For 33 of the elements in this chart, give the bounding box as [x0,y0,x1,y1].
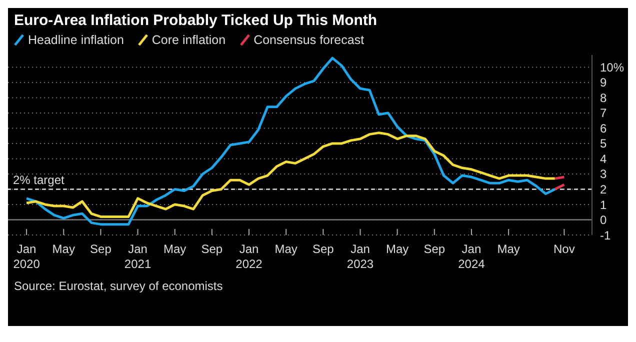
x-tick-label: May [274,242,298,256]
ref-line-label: 2% target [13,173,66,188]
y-tick-label: 6 [600,121,607,136]
source-note: Source: Eurostat, survey of economists [14,279,224,293]
x-tick-label: Jan 2020 [13,242,40,271]
x-tick-label: Jan 2022 [236,242,263,271]
chart-title: Euro-Area Inflation Probably Ticked Up This Month [13,11,378,29]
y-tick-label: 8 [600,90,607,105]
x-tick-label: Sep [201,242,223,256]
y-tick-label: 5 [600,136,607,151]
x-tick-label: May [497,242,520,256]
x-tick-label: Sep [312,242,334,256]
x-tick-label: Sep [424,242,446,256]
x-tick-label: May [386,242,409,256]
legend-label: Consensus forecast [252,33,364,47]
y-tick-label: 4 [600,152,607,166]
y-tick-label: 0 [600,213,607,228]
x-tick-label: May [164,242,186,256]
legend-label: Headline inflation [27,33,124,47]
x-tick-label: Jan 2021 [124,242,152,271]
y-tick-label: -1 [600,228,611,242]
y-tick-label: 1 [600,198,607,212]
y-tick-label: 7 [600,106,607,120]
y-tick-label: 10% [600,60,624,74]
x-tick-label: Jan 2023 [346,242,374,271]
y-tick-label: 2 [600,182,607,196]
legend-label: Core inflation [150,33,226,47]
x-tick-label: Jan 2024 [458,242,486,271]
x-tick-label: Nov [554,242,575,256]
x-tick-label: Sep [90,242,112,256]
y-tick-label: 9 [600,76,607,90]
y-tick-label: 3 [600,167,607,182]
x-tick-label: May [52,242,75,256]
